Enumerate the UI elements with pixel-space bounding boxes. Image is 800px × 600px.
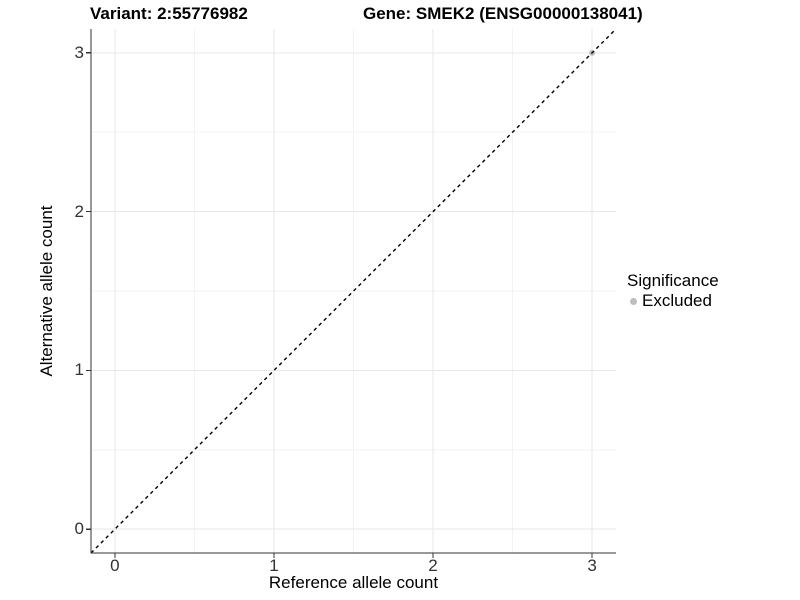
y-tick-label: 3 [74, 42, 84, 62]
legend: Significance Excluded [627, 271, 719, 311]
y-tick-label: 1 [74, 360, 84, 380]
x-tick-label: 3 [587, 556, 597, 575]
x-tick-label: 1 [269, 556, 279, 575]
y-axis-title: Alternative allele count [37, 205, 56, 377]
plot-panel [86, 28, 617, 558]
legend-item-excluded: Excluded [627, 291, 719, 311]
x-axis-title: Reference allele count [268, 573, 439, 592]
legend-point-icon [630, 297, 637, 305]
x-tick-label: 2 [428, 556, 438, 575]
identity-reference-line [90, 28, 617, 554]
plot-title-gene: Gene: SMEK2 (ENSG00000138041) [363, 4, 643, 23]
x-tick-label: 0 [110, 556, 120, 575]
y-tick-label: 0 [74, 519, 84, 539]
plot-title-variant: Variant: 2:55776982 [90, 4, 248, 23]
legend-title: Significance [627, 271, 719, 290]
y-tick-label: 2 [74, 201, 84, 221]
legend-item-label: Excluded [642, 291, 712, 310]
